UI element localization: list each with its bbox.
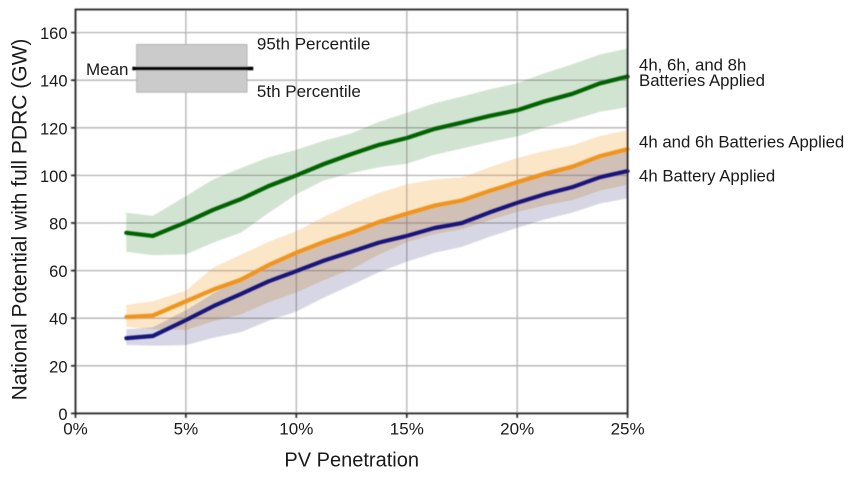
- svg-text:0%: 0%: [63, 419, 88, 438]
- svg-text:20: 20: [49, 358, 67, 376]
- svg-text:25%: 25%: [611, 419, 645, 438]
- svg-text:60: 60: [49, 263, 67, 281]
- svg-text:10%: 10%: [279, 419, 313, 438]
- svg-text:15%: 15%: [390, 419, 424, 438]
- svg-text:0: 0: [58, 406, 67, 424]
- svg-text:4h and 6h Batteries Applied: 4h and 6h Batteries Applied: [639, 133, 844, 152]
- svg-text:160: 160: [40, 25, 68, 43]
- svg-text:PV Penetration: PV Penetration: [284, 450, 419, 472]
- svg-text:140: 140: [40, 73, 68, 91]
- svg-text:5%: 5%: [174, 419, 199, 438]
- svg-text:4h Battery Applied: 4h Battery Applied: [639, 167, 775, 186]
- svg-text:National Potential with full P: National Potential with full PDRC (GW): [9, 39, 32, 401]
- svg-text:95th Percentile: 95th Percentile: [257, 34, 370, 53]
- svg-text:100: 100: [40, 168, 68, 186]
- svg-text:Mean: Mean: [86, 60, 129, 79]
- svg-text:5th Percentile: 5th Percentile: [257, 82, 361, 101]
- svg-text:120: 120: [40, 120, 68, 138]
- svg-text:80: 80: [49, 216, 67, 234]
- svg-text:4h, 6h, and 8h: 4h, 6h, and 8h: [639, 56, 746, 75]
- svg-text:Batteries Applied: Batteries Applied: [639, 71, 765, 90]
- svg-text:20%: 20%: [500, 419, 534, 438]
- svg-text:40: 40: [49, 311, 67, 329]
